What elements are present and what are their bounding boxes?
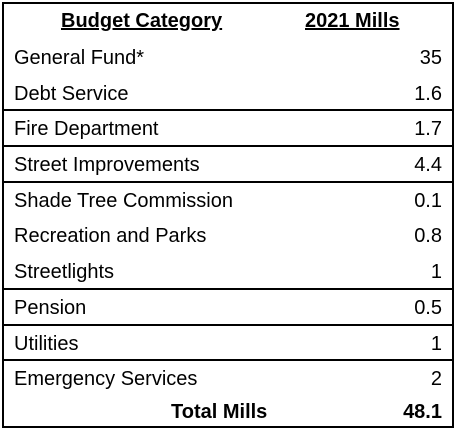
row-mills: 4.4 bbox=[414, 154, 442, 177]
row-category: Debt Service bbox=[14, 82, 129, 105]
row-mills: 1 bbox=[430, 332, 442, 355]
header-budget-category: Budget Category bbox=[61, 10, 223, 32]
header-2021-mills: 2021 Mills bbox=[305, 10, 400, 32]
row-mills: 0.8 bbox=[414, 225, 442, 248]
table-row: Utilities 1 bbox=[4, 326, 452, 362]
table-body: General Fund* 35 Debt Service 1.6 Fire D… bbox=[4, 40, 452, 430]
row-category: General Fund* bbox=[14, 47, 145, 69]
row-mills: 1.6 bbox=[414, 82, 442, 105]
table-row: Fire Department 1.7 bbox=[4, 111, 452, 148]
table-row: General Fund* 35 bbox=[4, 40, 452, 76]
row-mills: 1.7 bbox=[414, 118, 442, 141]
total-row: Total Mills 48.1 bbox=[4, 397, 452, 430]
table-row: Emergency Services 2 bbox=[4, 361, 452, 397]
row-mills: 1 bbox=[430, 261, 442, 284]
row-category: Utilities bbox=[14, 332, 79, 355]
row-category: Streetlights bbox=[14, 261, 115, 284]
table-header: Budget Category 2021 Mills bbox=[4, 4, 452, 40]
table-row: Recreation and Parks 0.8 bbox=[4, 218, 452, 254]
table-row: Debt Service 1.6 bbox=[4, 76, 452, 112]
row-category: Fire Department bbox=[14, 118, 159, 141]
total-mills: 48.1 bbox=[403, 400, 442, 423]
row-mills: 2 bbox=[430, 368, 442, 391]
row-category: Pension bbox=[14, 296, 87, 319]
table-row: Streetlights 1 bbox=[4, 254, 452, 290]
row-mills: 35 bbox=[419, 47, 442, 69]
table-row: Street Improvements 4.4 bbox=[4, 147, 452, 183]
row-category: Street Improvements bbox=[14, 154, 200, 177]
total-label: Total Mills bbox=[171, 400, 268, 423]
row-mills: 0.1 bbox=[414, 189, 442, 212]
row-category: Shade Tree Commission bbox=[14, 189, 233, 212]
row-mills: 0.5 bbox=[414, 296, 442, 319]
row-category: Emergency Services bbox=[14, 368, 198, 391]
table-row: Shade Tree Commission 0.1 bbox=[4, 183, 452, 219]
row-category: Recreation and Parks bbox=[14, 225, 207, 248]
budget-table: Budget Category 2021 Mills General Fund*… bbox=[2, 2, 454, 428]
table-row: Pension 0.5 bbox=[4, 290, 452, 326]
